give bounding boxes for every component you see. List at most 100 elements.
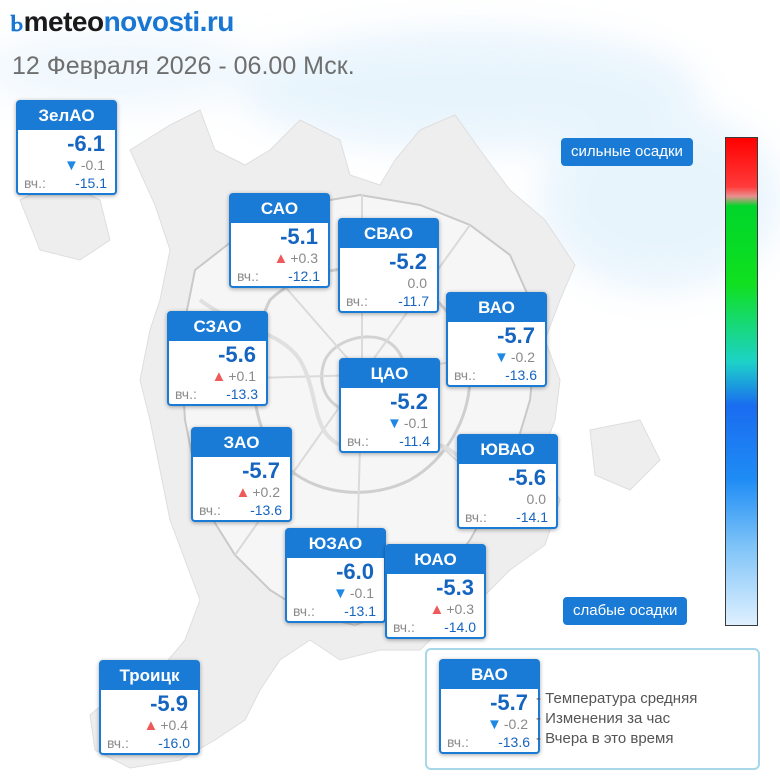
district-name: ВАО [448, 294, 545, 322]
yesterday-label: вч.: [347, 433, 369, 449]
hourly-change-value: -0.1 [403, 415, 428, 431]
legend-line-yesterday: Вчера в это время [536, 729, 697, 749]
trend-up-icon: ▲ [235, 484, 251, 501]
district-card-zelao: ЗелАО -6.1 ▼ -0.1 вч.: -15.1 [16, 100, 117, 195]
hourly-change-value: 0.0 [526, 491, 546, 507]
yesterday-value: -13.6 [498, 734, 530, 750]
hourly-change: ▲ +0.3 [274, 250, 319, 267]
trend-down-icon: ▼ [64, 157, 79, 174]
district-name: ЗАО [193, 429, 290, 457]
hourly-change-value: +0.2 [252, 484, 280, 500]
page-title: 12 Февраля 2026 - 06.00 Мск. [12, 52, 355, 80]
district-card-szao: СЗАО -5.6 ▲ +0.1 вч.: -13.3 [167, 311, 268, 406]
district-card-svao: СВАО -5.2 0.0 вч.: -11.7 [338, 218, 439, 313]
district-name: ЮАО [387, 546, 484, 574]
hourly-change: ▲ +0.4 [144, 717, 189, 734]
strong-precipitation-label: сильные осадки [561, 138, 693, 166]
yesterday-label: вч.: [346, 293, 368, 309]
yesterday-row: вч.: -12.1 [237, 268, 320, 284]
district-name: ЮЗАО [287, 530, 384, 558]
hourly-change: ▲ +0.1 [212, 368, 257, 385]
trend-down-icon: ▼ [494, 349, 509, 366]
hourly-change: ▼ -0.1 [64, 157, 105, 174]
yesterday-label: вч.: [199, 502, 221, 518]
district-name: ЦАО [341, 360, 438, 388]
yesterday-value: -11.7 [398, 293, 429, 309]
trend-down-icon: ▼ [333, 585, 348, 602]
district-temperature: -5.7 [497, 323, 535, 348]
yesterday-value: -13.3 [226, 386, 258, 402]
district-temperature: -5.2 [390, 389, 428, 414]
yesterday-label: вч.: [24, 175, 46, 191]
hourly-change-value: 0.0 [407, 275, 427, 291]
yesterday-value: -14.1 [516, 509, 548, 525]
district-temperature: -5.1 [280, 224, 318, 249]
hourly-change: ▼ -0.1 [387, 415, 428, 432]
hourly-change: ▼ -0.2 [487, 716, 528, 733]
yesterday-value: -11.4 [399, 433, 430, 449]
yesterday-row: вч.: -14.1 [465, 509, 548, 525]
trend-up-icon: ▲ [211, 368, 227, 385]
yesterday-label: вч.: [107, 735, 129, 751]
hourly-change-value: -0.2 [503, 716, 528, 732]
trend-down-icon: ▼ [387, 415, 402, 432]
yesterday-value: -13.6 [250, 502, 282, 518]
yesterday-row: вч.: -13.6 [447, 734, 530, 750]
legend-line-temperature: Температура средняя [536, 689, 697, 709]
district-card-yuzao: ЮЗАО -6.0 ▼ -0.1 вч.: -13.1 [285, 528, 386, 623]
district-temperature: -5.3 [436, 575, 474, 600]
yesterday-value: -12.1 [288, 268, 320, 284]
hourly-change: ▼ -0.2 [494, 349, 535, 366]
hourly-change-value: +0.3 [290, 250, 318, 266]
district-name: СВАО [340, 220, 437, 248]
district-card-yuvao: ЮВАО -5.6 0.0 вч.: -14.1 [457, 434, 558, 529]
district-temperature: -5.9 [150, 691, 188, 716]
yesterday-label: вч.: [447, 734, 469, 750]
district-card-sao: САО -5.1 ▲ +0.3 вч.: -12.1 [229, 193, 330, 288]
yesterday-label: вч.: [293, 603, 315, 619]
hourly-change: ▲ +0.2 [236, 484, 281, 501]
yesterday-value: -15.1 [75, 175, 107, 191]
yesterday-row: вч.: -16.0 [107, 735, 190, 751]
yesterday-row: вч.: -13.3 [175, 386, 258, 402]
legend-example-card: ВАО -5.7 ▼ -0.2 вч.: -13.6 [439, 659, 540, 754]
hourly-change-value: +0.1 [228, 368, 256, 384]
hourly-change-value: +0.3 [446, 601, 474, 617]
yesterday-row: вч.: -13.6 [199, 502, 282, 518]
district-name: ЗелАО [18, 102, 115, 130]
legend-line-hourly-change: Изменения за час [536, 709, 697, 729]
yesterday-label: вч.: [393, 619, 415, 635]
yesterday-label: вч.: [454, 367, 476, 383]
district-temperature: -5.6 [508, 465, 546, 490]
district-card-zao: ЗАО -5.7 ▲ +0.2 вч.: -13.6 [191, 427, 292, 522]
district-temperature: -5.6 [218, 342, 256, 367]
site-logo: Ⱃmeteonovosti.ru [10, 6, 234, 38]
logo-mark: Ⱃ [10, 10, 23, 37]
yesterday-row: вч.: -11.7 [346, 293, 429, 309]
yesterday-label: вч.: [237, 268, 259, 284]
yesterday-label: вч.: [175, 386, 197, 402]
hourly-change-value: -0.1 [349, 585, 374, 601]
yesterday-value: -14.0 [444, 619, 476, 635]
trend-up-icon: ▲ [273, 250, 289, 267]
hourly-change-value: +0.4 [160, 717, 188, 733]
district-temperature: -6.0 [336, 559, 374, 584]
precipitation-scale-bar [725, 137, 758, 626]
legend-descriptions: Температура средняя Изменения за час Вче… [536, 689, 697, 749]
logo-text-accent: novosti.ru [103, 6, 235, 37]
yesterday-value: -16.0 [158, 735, 190, 751]
hourly-change-value: -0.2 [510, 349, 535, 365]
district-card-cao: ЦАО -5.2 ▼ -0.1 вч.: -11.4 [339, 358, 440, 453]
district-card-yuao: ЮАО -5.3 ▲ +0.3 вч.: -14.0 [385, 544, 486, 639]
district-name: САО [231, 195, 328, 223]
hourly-change: 0.0 [527, 491, 546, 507]
district-name: СЗАО [169, 313, 266, 341]
district-temperature: -6.1 [67, 131, 105, 156]
trend-up-icon: ▲ [429, 601, 445, 618]
hourly-change: ▲ +0.3 [430, 601, 475, 618]
yesterday-row: вч.: -15.1 [24, 175, 107, 191]
yesterday-row: вч.: -14.0 [393, 619, 476, 635]
hourly-change: ▼ -0.1 [333, 585, 374, 602]
district-name: ВАО [441, 661, 538, 689]
